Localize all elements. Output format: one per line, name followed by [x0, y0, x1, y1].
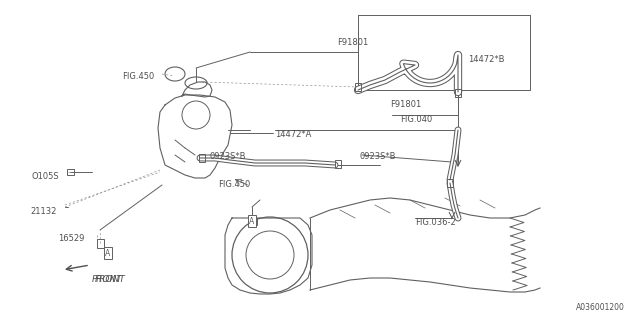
- Text: FRONT: FRONT: [92, 275, 123, 284]
- Text: 14472*B: 14472*B: [468, 55, 504, 64]
- Bar: [251, 218, 257, 225]
- Text: 0923S*B: 0923S*B: [360, 152, 397, 161]
- Bar: [335, 160, 341, 168]
- Text: FIG.036-2: FIG.036-2: [415, 218, 456, 227]
- Text: FIG.450: FIG.450: [218, 180, 250, 189]
- Text: F91801: F91801: [337, 38, 368, 47]
- Text: F91801: F91801: [390, 100, 421, 109]
- Bar: [67, 169, 74, 175]
- Text: FRONT: FRONT: [95, 275, 125, 284]
- Bar: [199, 154, 205, 162]
- Text: A: A: [250, 217, 255, 226]
- Text: 0923S*B: 0923S*B: [210, 152, 246, 161]
- Text: 14472*A: 14472*A: [275, 130, 312, 139]
- Text: 21132: 21132: [30, 207, 56, 216]
- Text: O105S: O105S: [32, 172, 60, 181]
- Text: FIG.040: FIG.040: [400, 115, 432, 124]
- Bar: [455, 89, 461, 97]
- Text: FIG.450: FIG.450: [122, 72, 154, 81]
- Bar: [355, 83, 361, 91]
- Text: 16529: 16529: [58, 234, 84, 243]
- Text: A: A: [106, 249, 111, 258]
- Bar: [97, 238, 104, 247]
- Bar: [447, 179, 453, 187]
- Text: A036001200: A036001200: [576, 303, 625, 312]
